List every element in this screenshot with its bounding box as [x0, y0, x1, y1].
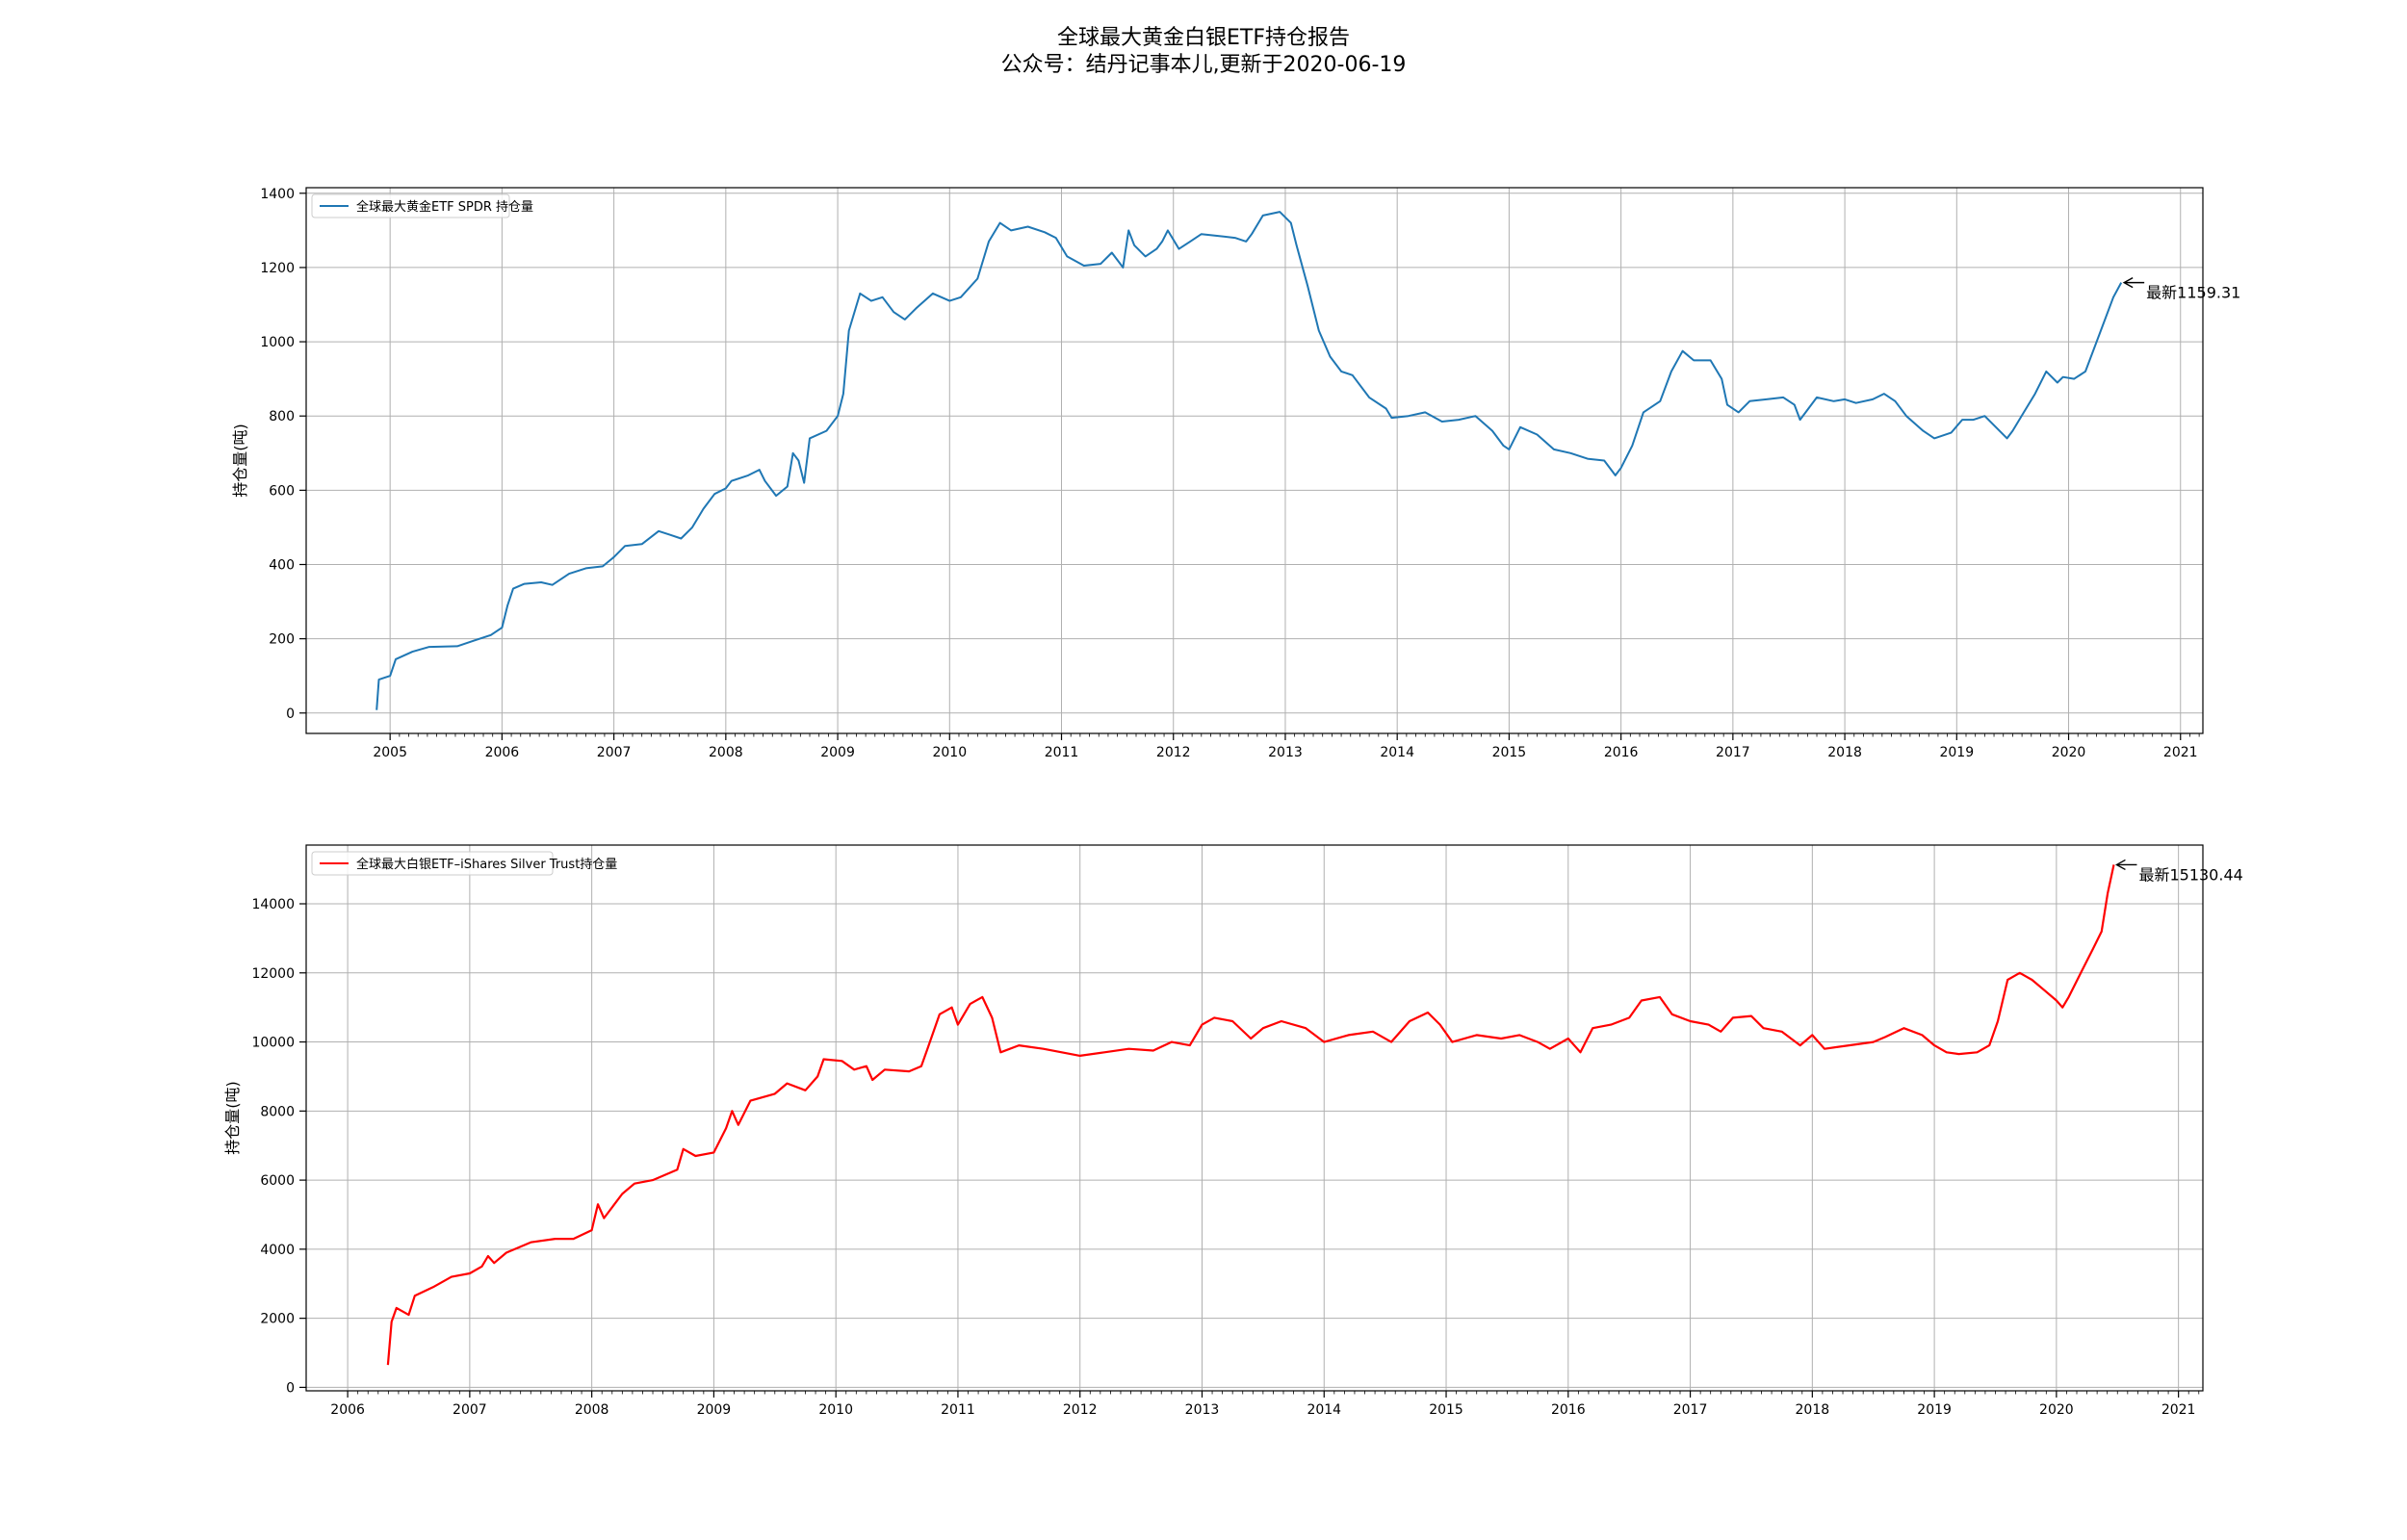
chart2-ylabel: 持仓量(吨)	[223, 1081, 242, 1155]
chart2-xtick-label: 2012	[1063, 1402, 1098, 1418]
title-block: 全球最大黄金白银ETF持仓报告 公众号：结丹记事本儿,更新于2020-06-19	[0, 25, 2407, 79]
chart2-ytick-label: 8000	[260, 1104, 295, 1119]
chart1-xtick-label: 2013	[1268, 745, 1303, 760]
chart1-xtick-label: 2016	[1604, 745, 1639, 760]
chart1-ytick-label: 400	[269, 558, 295, 574]
chart2-xtick-label: 2011	[941, 1402, 975, 1418]
chart2-ytick-label: 6000	[260, 1173, 295, 1189]
chart2-annotation: 最新15130.44	[2138, 865, 2242, 884]
chart2-axes-frame	[305, 844, 2204, 1392]
chart1-ytick-label: 0	[286, 706, 295, 722]
chart2-legend-label: 全球最大白银ETF–iShares Silver Trust持仓量	[356, 857, 617, 872]
chart2-ytick-label: 12000	[251, 966, 295, 982]
chart1-xtick-label: 2005	[373, 745, 407, 760]
chart1-xtick-label: 2015	[1492, 745, 1527, 760]
chart1-ytick-label: 600	[269, 483, 295, 499]
chart2-xtick-label: 2006	[330, 1402, 365, 1418]
chart1-xtick-label: 2011	[1045, 745, 1079, 760]
chart1: 2005 2006 2007 2008 2009 2010 2011 2012 2013 2014…	[231, 187, 2240, 760]
chart2-xtick-label: 2007	[453, 1402, 487, 1418]
chart2-xtick-label: 2019	[1917, 1402, 1952, 1418]
chart1-xtick-label: 2014	[1380, 745, 1414, 760]
chart2-xtick-label: 2018	[1796, 1402, 1830, 1418]
chart1-ytick-label: 1000	[260, 335, 295, 350]
chart2-xtick-label: 2009	[697, 1402, 732, 1418]
chart1-annotation: 最新1159.31	[2146, 284, 2240, 302]
chart1-ytick-label: 800	[269, 409, 295, 424]
chart2-ytick-label: 14000	[251, 897, 295, 912]
chart1-xtick-label: 2012	[1156, 745, 1191, 760]
chart2-xtick-label: 2008	[575, 1402, 609, 1418]
chart1-ylabel: 持仓量(吨)	[231, 424, 249, 498]
chart1-annotation-arrowhead	[2122, 277, 2134, 289]
chart2-xtick-label: 2020	[2039, 1402, 2074, 1418]
chart1-series-line	[375, 211, 2123, 710]
chart1-axes-frame	[305, 187, 2204, 734]
chart1-xtick-label: 2007	[597, 745, 632, 760]
chart2-ytick-label: 10000	[251, 1036, 295, 1051]
chart1-xtick-label: 2017	[1716, 745, 1750, 760]
chart2-ytick-label: 0	[286, 1380, 295, 1396]
chart1-ytick-label: 1200	[260, 261, 295, 276]
chart2-xtick-label: 2013	[1185, 1402, 1220, 1418]
chart1-xtick-label: 2019	[1939, 745, 1974, 760]
chart1-xtick-label: 2010	[932, 745, 967, 760]
chart1-xtick-label: 2018	[1827, 745, 1862, 760]
chart1-legend-box	[311, 193, 510, 218]
chart2: 2006 2007 2008 2009 2010 2011 2012 2013 2014 2015…	[223, 844, 2243, 1418]
chart1-ytick-label: 200	[269, 632, 295, 648]
chart2-series-line	[386, 864, 2115, 1366]
figure-subtitle: 公众号：结丹记事本儿,更新于2020-06-19	[1000, 53, 1407, 77]
chart2-legend-box	[311, 851, 554, 876]
chart1-xtick-label: 2020	[2052, 745, 2086, 760]
chart1-ytick-label: 1400	[260, 187, 295, 202]
chart1-xtick-label: 2008	[709, 745, 743, 760]
chart1-xtick-label: 2009	[820, 745, 855, 760]
chart2-xtick-label: 2010	[818, 1402, 853, 1418]
chart2-ytick-label: 2000	[260, 1312, 295, 1327]
chart2-xtick-label: 2016	[1551, 1402, 1586, 1418]
figure-title: 全球最大黄金白银ETF持仓报告	[1057, 26, 1350, 50]
chart1-xtick-label: 2006	[485, 745, 520, 760]
chart1-legend-label: 全球最大黄金ETF SPDR 持仓量	[356, 199, 533, 215]
chart2-xtick-label: 2021	[2161, 1402, 2196, 1418]
chart2-xtick-label: 2015	[1429, 1402, 1463, 1418]
chart2-xtick-label: 2014	[1307, 1402, 1341, 1418]
chart2-xtick-label: 2017	[1673, 1402, 1708, 1418]
chart2-annotation-arrowhead	[2115, 859, 2126, 871]
chart1-xtick-label: 2021	[2163, 745, 2198, 760]
chart2-ytick-label: 4000	[260, 1243, 295, 1258]
